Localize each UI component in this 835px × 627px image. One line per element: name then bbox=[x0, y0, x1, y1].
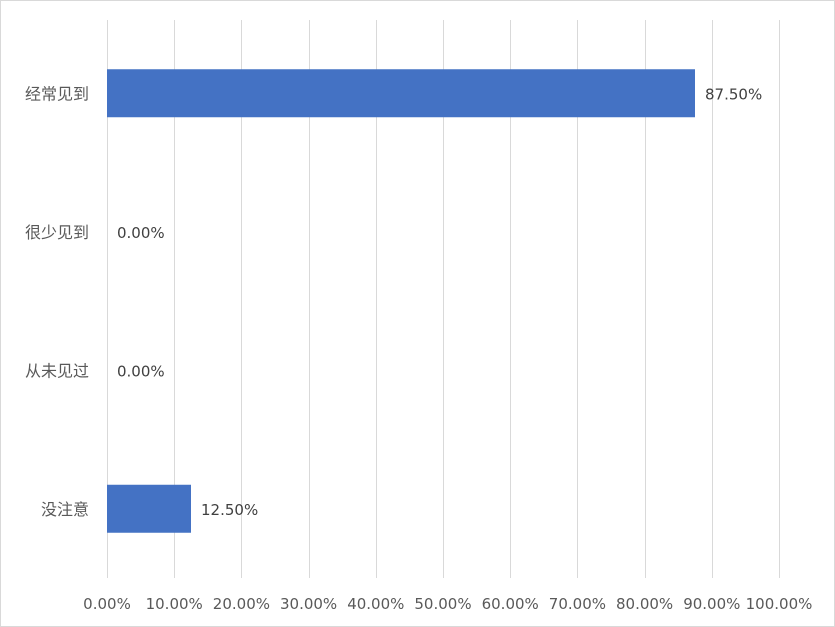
category-label: 经常见到 bbox=[25, 84, 89, 103]
bar bbox=[107, 484, 191, 533]
bars-layer bbox=[107, 69, 695, 533]
category-label: 从未见过 bbox=[25, 361, 89, 380]
x-tick-label: 0.00% bbox=[83, 595, 131, 613]
x-tick-label: 70.00% bbox=[549, 595, 606, 613]
labels-layer: 0.00% 10.00% 20.00% 30.00% 40.00% 50.00% 60.00… bbox=[25, 84, 812, 613]
x-tick-label: 20.00% bbox=[213, 595, 270, 613]
x-tick-label: 10.00% bbox=[146, 595, 203, 613]
data-label: 0.00% bbox=[117, 362, 165, 380]
x-tick-label: 50.00% bbox=[414, 595, 471, 613]
category-label: 没注意 bbox=[41, 500, 89, 519]
x-tick-label: 90.00% bbox=[683, 595, 740, 613]
data-label: 12.50% bbox=[201, 501, 258, 519]
x-tick-label: 60.00% bbox=[482, 595, 539, 613]
x-tick-label: 100.00% bbox=[746, 595, 813, 613]
bar bbox=[107, 69, 695, 118]
x-tick-label: 80.00% bbox=[616, 595, 673, 613]
data-label: 0.00% bbox=[117, 224, 165, 242]
x-tick-label: 30.00% bbox=[280, 595, 337, 613]
x-tick-label: 40.00% bbox=[347, 595, 404, 613]
category-label: 很少见到 bbox=[25, 223, 89, 242]
data-label: 87.50% bbox=[705, 85, 762, 103]
